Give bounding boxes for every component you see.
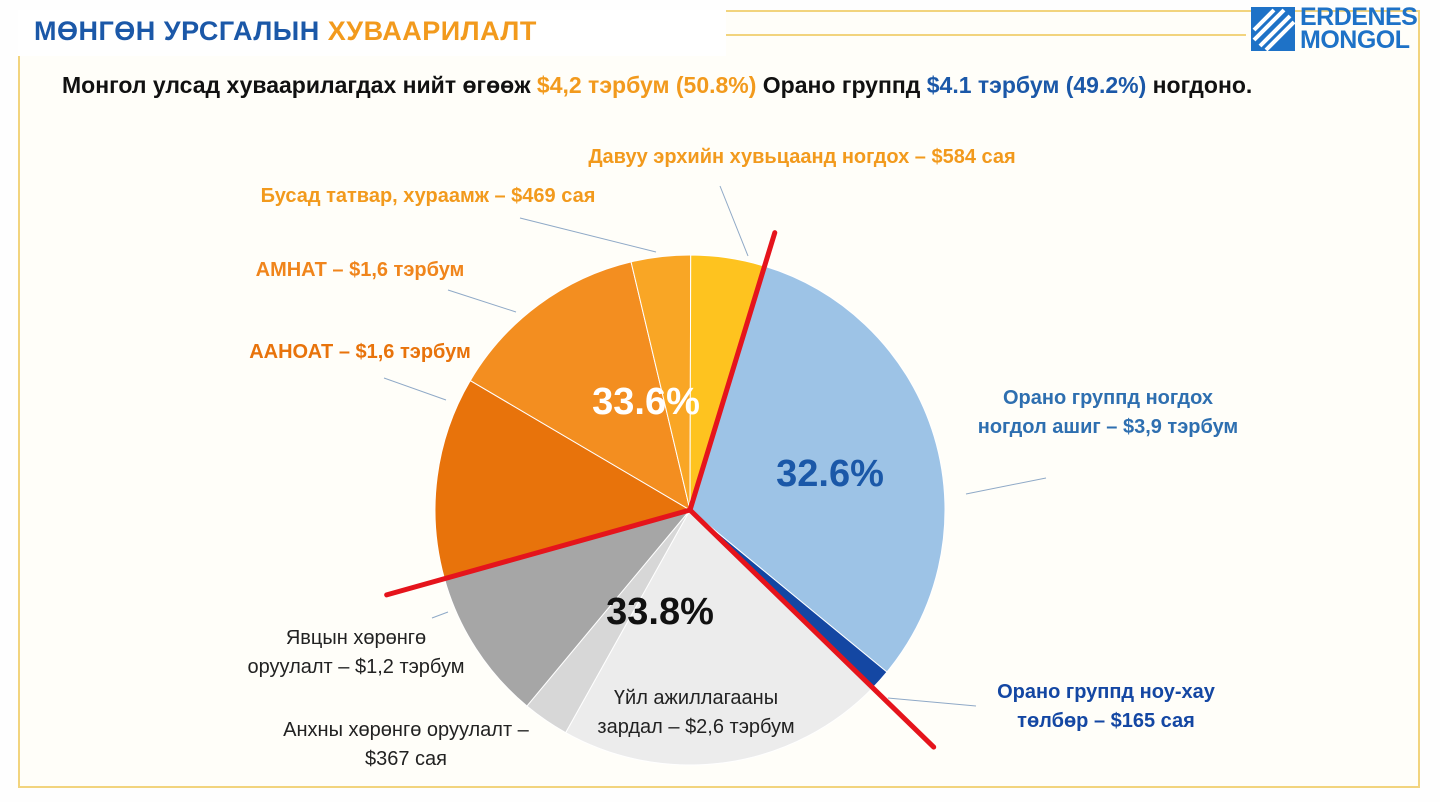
pie-slice: [689, 265, 946, 673]
subtitle-orano-amount: $4.1 тэрбум (49.2%): [926, 72, 1147, 98]
leader-line: [965, 477, 1047, 495]
page-title-part2: ХУВААРИЛАЛТ: [327, 16, 537, 46]
leader-line: [447, 289, 517, 313]
subtitle-mongolia-amount: $4,2 тэрбум (50.8%): [536, 72, 757, 98]
leader-line: [519, 217, 657, 253]
erdenes-mongol-logo: ERDENES MONGOL: [1250, 4, 1422, 54]
leader-line: [719, 185, 749, 257]
slice-label: Үйл ажиллагааны зардал – $2,6 тэрбум: [597, 687, 794, 738]
slice-label: Бусад татвар, хураамж – $469 сая: [261, 185, 596, 207]
slice-label: Анхны хөрөнгө оруулалт – $367 сая: [283, 719, 530, 770]
subtitle-prefix: Монгол улсад хуваарилагдах нийт өгөөж: [62, 72, 531, 98]
slice-label: Орано группд ноу-хау төлбөр – $165 сая: [997, 681, 1216, 732]
page-title-part1: МӨНГӨН УРСГАЛЫН: [34, 16, 320, 46]
group-divider-line: [687, 507, 937, 750]
subtitle-middle: Орано группд: [762, 72, 921, 98]
logo-mark-icon: [1251, 7, 1296, 52]
pie-slice: [443, 509, 692, 707]
header-bar: [18, 10, 726, 56]
slice-label: Давуу эрхийн хувьцаанд ногдох – $584 сая: [588, 146, 1015, 168]
group-percent-label: 33.8%: [606, 591, 714, 633]
header-divider: [726, 34, 1246, 36]
leader-line: [431, 611, 449, 619]
logo-text-line1: ERDENES: [1300, 3, 1418, 31]
pie-slice: [469, 261, 691, 512]
pie-slice: [564, 509, 874, 766]
subtitle: Монгол улсад хуваарилагдах нийт өгөөж $4…: [62, 72, 1252, 99]
group-percent-label: 33.6%: [592, 381, 700, 423]
leader-line: [887, 697, 977, 707]
slice-label: Явцын хөрөнгө оруулалт – $1,2 тэрбум: [248, 627, 465, 678]
slice-label: ААНОАТ – $1,6 тэрбум: [249, 341, 471, 363]
group-divider-line: [384, 507, 693, 598]
group-divider-line: [687, 230, 778, 513]
subtitle-suffix: ногдоно.: [1152, 72, 1253, 98]
group-percent-label: 32.6%: [776, 453, 884, 495]
logo-text-line2: MONGOL: [1300, 26, 1410, 54]
pie-slice: [434, 379, 692, 580]
slice-label: АМНАТ – $1,6 тэрбум: [256, 259, 465, 281]
leader-line: [383, 377, 447, 401]
page-title: МӨНГӨН УРСГАЛЫН ХУВААРИЛАЛТ: [34, 16, 537, 47]
slice-label: Орано группд ногдох ногдол ашиг – $3,9 тэ…: [978, 387, 1238, 438]
